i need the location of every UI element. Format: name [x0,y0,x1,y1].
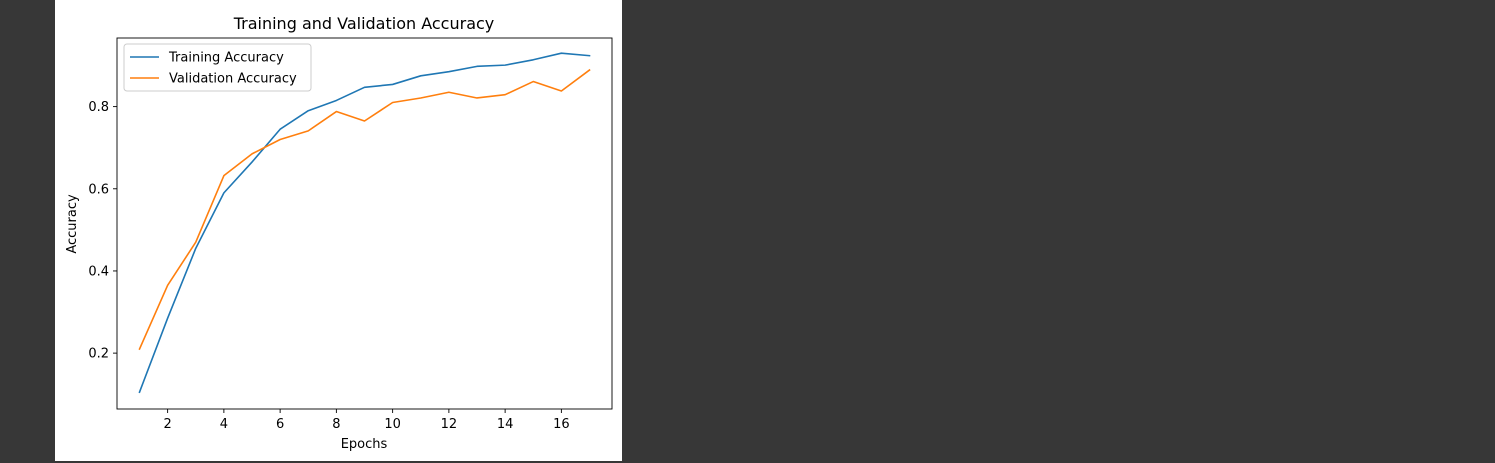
chart-figure: Training and Validation Accuracy 2 4 6 8 10 1… [55,0,622,461]
x-tick-label: 12 [441,417,458,432]
x-tick-label: 14 [497,417,514,432]
series-line-validation-accuracy [138,68,591,351]
line-chart: Training and Validation Accuracy 2 4 6 8 10 1… [65,14,613,452]
x-tick-label: 8 [332,417,340,432]
legend-box [123,43,312,92]
chart-title: Training and Validation Accuracy [233,14,495,33]
x-tick-label: 6 [276,417,284,432]
y-axis-label: Accuracy [65,194,80,254]
y-tick-label: 0.6 [88,182,109,197]
y-tick-label: 0.4 [88,264,109,279]
legend-label-validation-accuracy: Validation Accuracy [169,72,297,87]
x-axis-label: Epochs [341,437,388,452]
series-line-training-accuracy [138,52,591,394]
y-tick-label: 0.8 [88,100,109,115]
axes-frame [116,37,613,410]
y-tick-label: 0.2 [88,347,109,362]
plot-area: 2 4 6 8 10 12 14 16 0.2 0.4 0.6 0.8 Training Accurac… [88,37,613,432]
x-tick-label: 4 [220,417,228,432]
x-tick-label: 10 [384,417,401,432]
x-tick-label: 2 [163,417,171,432]
x-tick-label: 16 [553,417,570,432]
legend-label-training-accuracy: Training Accuracy [168,51,284,66]
